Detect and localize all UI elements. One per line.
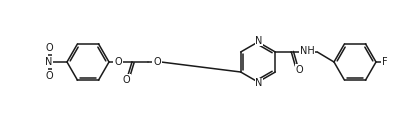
Text: N: N: [255, 35, 263, 46]
Text: O: O: [296, 65, 303, 75]
Text: O: O: [45, 43, 53, 53]
Text: N: N: [45, 57, 53, 67]
Text: F: F: [382, 57, 388, 67]
Text: NH: NH: [300, 46, 315, 56]
Text: O: O: [45, 71, 53, 81]
Text: N: N: [255, 78, 263, 89]
Text: O: O: [153, 57, 161, 67]
Text: O: O: [114, 57, 122, 67]
Text: O: O: [122, 75, 130, 85]
